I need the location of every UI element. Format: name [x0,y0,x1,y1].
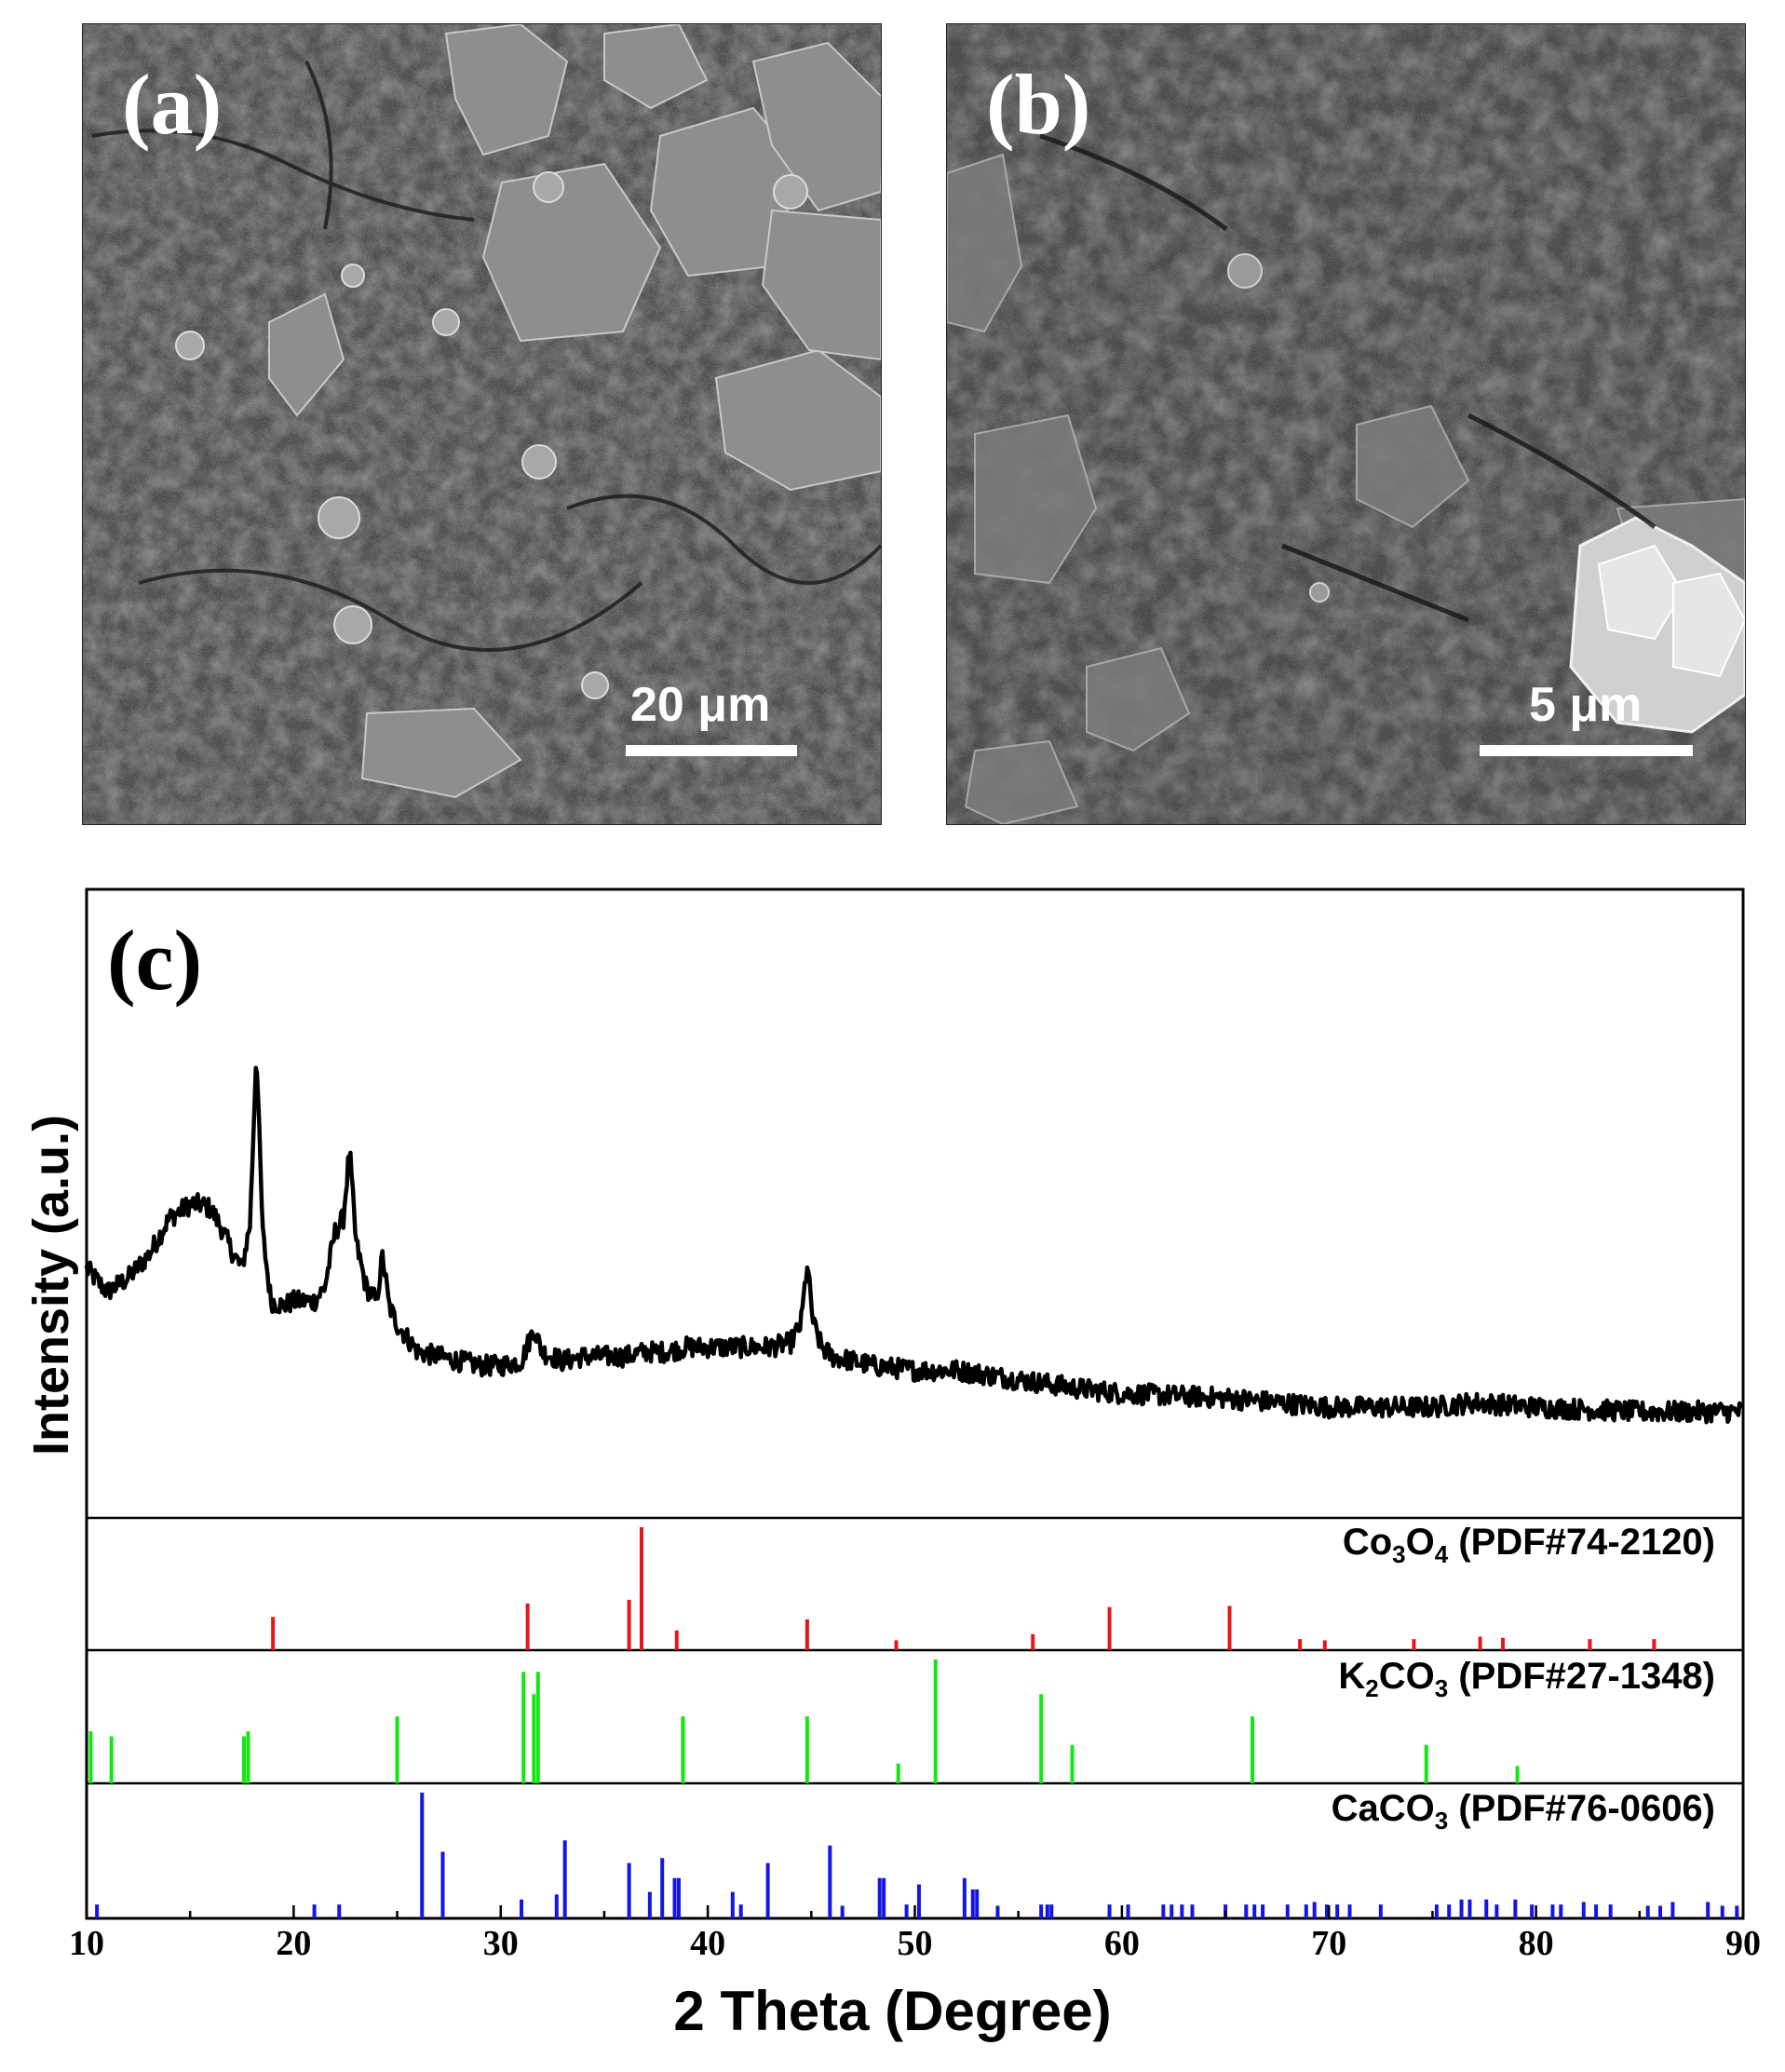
reference-label-k2co3: K2CO3 (PDF#27-1348) [1338,1656,1715,1702]
reference-sticks-1 [88,1659,1520,1783]
x-tick-label: 10 [69,1924,104,1963]
x-tick-label: 70 [1311,1924,1347,1963]
reference-sticks-0 [271,1527,1657,1650]
panel-label-b: (b) [986,57,1091,152]
scale-bar-a [626,745,797,756]
x-tick-label: 90 [1725,1924,1761,1963]
x-tick-label: 30 [482,1924,519,1963]
x-tick-label: 60 [1103,1924,1140,1963]
x-axis-ticks [85,1905,1745,1918]
reference-label-co3o4: Co3O4 (PDF#74-2120) [1342,1522,1715,1568]
scale-bar-b [1480,745,1693,756]
x-tick-label: 50 [897,1924,933,1963]
x-tick-label: 80 [1518,1924,1554,1963]
sem-texture-b [947,24,1745,824]
x-axis-title: 2 Theta (Degree) [673,1980,1112,2042]
panel-label-c: (c) [107,913,203,1008]
panel-label-a: (a) [122,57,223,152]
xrd-chart [84,887,1745,1920]
sem-texture-a [83,24,881,824]
xrd-pattern-line [84,1065,1744,1425]
scale-bar-label-a: 20 μm [630,678,771,732]
scale-bar-label-b: 5 μm [1529,678,1643,732]
reference-label-caco3: CaCO3 (PDF#76-0606) [1331,1788,1715,1835]
sem-image-a: (a) 20 μm [82,23,882,825]
y-axis-title: Intensity (a.u.) [23,1114,79,1456]
x-tick-label: 40 [690,1924,726,1963]
x-tick-label: 20 [276,1924,312,1963]
sem-image-b: (b) 5 μm [946,23,1746,825]
reference-sticks-2 [95,1793,1739,1918]
